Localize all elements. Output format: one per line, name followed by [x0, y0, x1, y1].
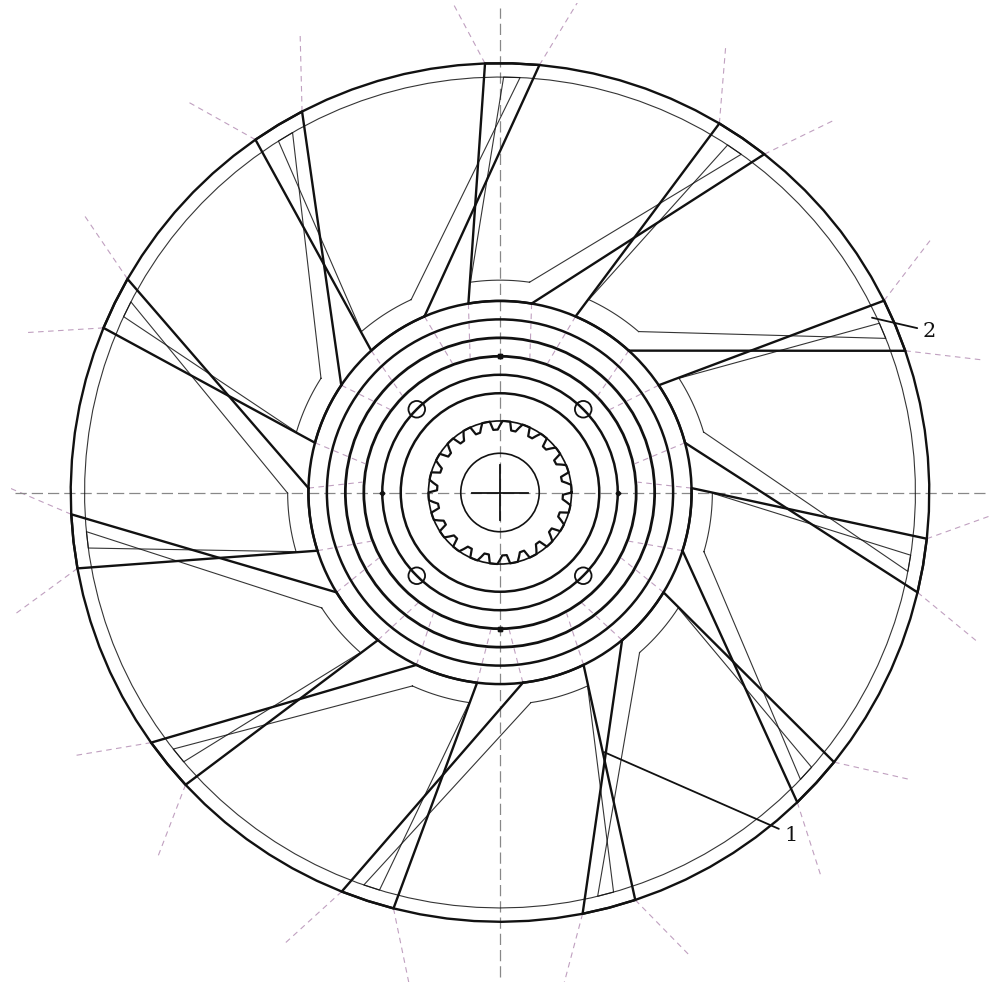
Text: 1: 1: [604, 752, 798, 844]
Text: 2: 2: [872, 318, 936, 341]
